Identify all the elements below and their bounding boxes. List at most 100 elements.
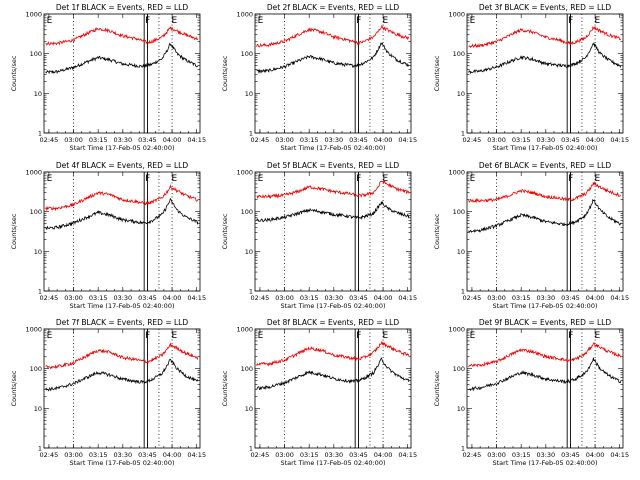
x-tick-label: 03:15 — [89, 294, 108, 302]
detector-panel-8: Det 8f BLACK = Events, RED = LLD 1000 100 1… — [221, 318, 417, 467]
flag-label-f: F — [145, 16, 150, 26]
y-axis-label: Counts/sec — [10, 370, 18, 406]
y-axis-label: Counts/sec — [433, 370, 441, 406]
plot-frame — [43, 328, 201, 449]
x-axis-label: Start Time (17-Feb-05 02:40:00) — [493, 144, 598, 152]
x-tick-label: 04:15 — [187, 136, 206, 144]
x-tick-label: 04:15 — [610, 294, 629, 302]
y-tick-label: 1 — [461, 288, 465, 296]
x-tick-label: 02:45 — [251, 451, 270, 459]
x-axis-label: Start Time (17-Feb-05 02:40:00) — [281, 459, 386, 467]
x-tick-label: 04:15 — [398, 136, 417, 144]
plot-frame — [254, 171, 412, 292]
detector-panel-5: Det 5f BLACK = Events, RED = LLD 1000 100 1… — [221, 161, 417, 310]
series-line-lld — [256, 180, 410, 200]
series-line-lld — [45, 26, 199, 46]
x-tick-label: 03:45 — [138, 451, 157, 459]
y-tick-label: 1000 — [236, 169, 253, 177]
x-tick-label: 04:15 — [398, 451, 417, 459]
series-line-lld — [468, 181, 622, 204]
panel-title: Det 4f BLACK = Events, RED = LLD — [56, 161, 189, 170]
x-tick-label: 03:45 — [561, 294, 580, 302]
flag-label-f: F — [356, 331, 361, 341]
flag-label-e: E — [470, 174, 476, 184]
y-tick-label: 10 — [245, 405, 253, 413]
y-tick-label: 10 — [457, 405, 465, 413]
flag-label-f: F — [356, 16, 361, 26]
series-line-events — [45, 358, 199, 392]
y-tick-label: 1 — [461, 130, 465, 138]
x-tick-label: 04:00 — [586, 451, 605, 459]
flag-label-e: E — [470, 331, 476, 341]
x-tick-label: 03:45 — [561, 136, 580, 144]
x-tick-label: 02:45 — [251, 294, 270, 302]
flag-label-e: E — [594, 16, 600, 26]
detector-panel-9: Det 9f BLACK = Events, RED = LLD 1000 100 1… — [433, 318, 629, 467]
series-line-lld — [45, 184, 199, 212]
x-tick-label: 04:00 — [374, 136, 393, 144]
x-tick-label: 02:45 — [251, 136, 270, 144]
x-tick-label: 03:00 — [487, 451, 506, 459]
y-tick-label: 100 — [30, 50, 42, 58]
x-tick-label: 04:15 — [610, 136, 629, 144]
flag-label-e: E — [258, 16, 264, 26]
x-axis-label: Start Time (17-Feb-05 02:40:00) — [281, 302, 386, 310]
panel-title: Det 1f BLACK = Events, RED = LLD — [56, 3, 189, 12]
y-tick-label: 1 — [38, 288, 42, 296]
y-tick-label: 1000 — [236, 326, 253, 334]
series-line-events — [468, 42, 622, 75]
x-tick-label: 03:30 — [324, 136, 343, 144]
y-tick-label: 10 — [34, 405, 42, 413]
plot-frame — [466, 13, 624, 134]
x-tick-label: 03:30 — [536, 136, 555, 144]
x-axis-label: Start Time (17-Feb-05 02:40:00) — [493, 459, 598, 467]
x-tick-label: 04:00 — [163, 136, 182, 144]
x-axis-label: Start Time (17-Feb-05 02:40:00) — [70, 302, 175, 310]
y-axis-label: Counts/sec — [10, 55, 18, 91]
x-tick-label: 03:45 — [349, 294, 368, 302]
x-tick-label: 02:45 — [40, 294, 59, 302]
series-line-events — [468, 198, 622, 234]
y-tick-label: 100 — [453, 365, 465, 373]
series-line-events — [45, 42, 199, 75]
x-tick-label: 04:00 — [586, 136, 605, 144]
x-tick-label: 03:30 — [113, 451, 132, 459]
x-tick-label: 02:45 — [463, 451, 482, 459]
x-tick-label: 03:00 — [64, 451, 83, 459]
y-tick-label: 1 — [249, 130, 253, 138]
flag-label-e: E — [47, 331, 53, 341]
flag-label-e: E — [47, 16, 53, 26]
flag-label-e: E — [47, 174, 53, 184]
flag-label-e: E — [258, 174, 264, 184]
flag-label-f: F — [568, 331, 573, 341]
flag-label-f: F — [356, 174, 361, 184]
series-line-lld — [256, 24, 410, 48]
x-tick-label: 03:45 — [561, 451, 580, 459]
x-tick-label: 03:30 — [536, 451, 555, 459]
flag-label-e: E — [382, 174, 388, 184]
detector-panel-4: Det 4f BLACK = Events, RED = LLD 1000 100 1… — [10, 161, 206, 310]
x-tick-label: 04:15 — [187, 451, 206, 459]
x-axis-label: Start Time (17-Feb-05 02:40:00) — [493, 302, 598, 310]
x-tick-label: 03:15 — [89, 136, 108, 144]
panel-title: Det 8f BLACK = Events, RED = LLD — [267, 318, 400, 327]
series-line-events — [256, 201, 410, 223]
x-tick-label: 04:00 — [586, 294, 605, 302]
y-axis-label: Counts/sec — [10, 213, 18, 249]
x-tick-label: 03:15 — [300, 136, 319, 144]
x-tick-label: 03:00 — [487, 136, 506, 144]
x-tick-label: 04:00 — [163, 451, 182, 459]
flag-label-e: E — [382, 16, 388, 26]
plot-frame — [466, 328, 624, 449]
panel-title: Det 5f BLACK = Events, RED = LLD — [267, 161, 400, 170]
x-tick-label: 02:45 — [463, 136, 482, 144]
flag-label-e: E — [171, 174, 177, 184]
detector-panel-6: Det 6f BLACK = Events, RED = LLD 1000 100 1… — [433, 161, 629, 310]
y-tick-label: 1000 — [448, 326, 465, 334]
x-axis-label: Start Time (17-Feb-05 02:40:00) — [70, 144, 175, 152]
plot-frame — [466, 171, 624, 292]
flag-label-f: F — [145, 331, 150, 341]
plot-frame — [43, 13, 201, 134]
x-tick-label: 03:45 — [138, 294, 157, 302]
